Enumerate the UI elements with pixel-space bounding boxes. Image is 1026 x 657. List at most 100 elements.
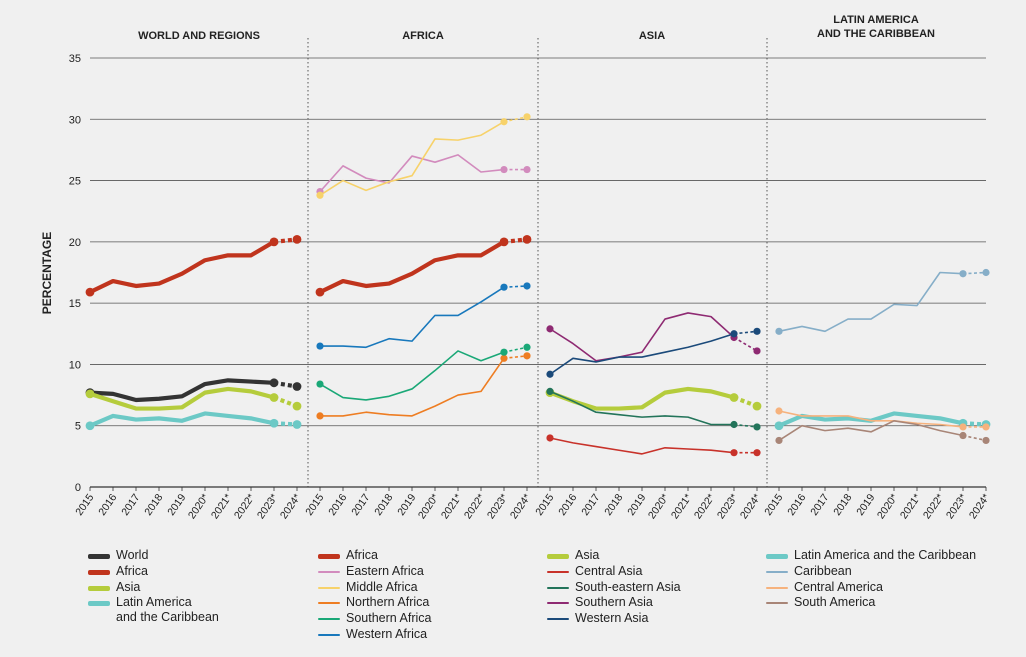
data-point (316, 191, 324, 199)
legend-label: Latin America and the Caribbean (116, 595, 219, 625)
data-point (85, 287, 95, 297)
series-line (778, 420, 964, 442)
data-point (269, 237, 279, 247)
legend-swatch (88, 569, 110, 575)
data-point (753, 327, 761, 335)
legend-swatch (318, 602, 340, 605)
legend-swatch (547, 586, 569, 589)
data-point (500, 348, 508, 356)
data-point (959, 431, 967, 440)
legend-label: Middle Africa (346, 579, 418, 594)
data-point (523, 352, 531, 360)
series-line (319, 154, 505, 193)
x-tick-label: 2018 (372, 492, 395, 518)
data-point (500, 283, 508, 291)
panel-title: AFRICA (402, 30, 444, 42)
legend-label: South America (794, 595, 876, 610)
legend-item: Central America (766, 580, 976, 596)
legend-item: Asia (88, 580, 219, 596)
data-point (292, 382, 302, 391)
legend-item: South America (766, 595, 976, 611)
projection-line (503, 346, 528, 353)
series-africa (85, 235, 302, 297)
y-tick-label: 15 (69, 298, 81, 310)
series-southern-asia (546, 312, 761, 362)
chart-series (85, 113, 991, 457)
x-tick-label: 2020* (646, 492, 672, 521)
series-line (319, 286, 505, 349)
series-western-africa (316, 282, 531, 350)
data-point (753, 423, 761, 431)
legend-item: Africa (88, 564, 219, 580)
x-tick-label: 2022* (462, 492, 488, 521)
series-northern-africa (316, 352, 531, 420)
panel-title: LATIN AMERICA AND THE CARIBBEAN (817, 14, 935, 40)
data-point (774, 421, 784, 431)
legend-swatch (547, 602, 569, 605)
series-eastern-africa (316, 154, 531, 196)
projection-line (962, 271, 987, 275)
data-point (500, 354, 508, 362)
legend-item: Latin America and the Caribbean (766, 548, 976, 564)
x-tick-label: 2021* (669, 492, 695, 521)
data-point (316, 412, 324, 420)
data-point (982, 436, 990, 445)
legend-swatch (766, 554, 788, 559)
legend-label: Africa (116, 563, 148, 578)
x-tick-label: 2023* (485, 492, 511, 521)
series-south-america (775, 420, 990, 445)
data-point (775, 436, 783, 445)
projection-line (733, 423, 758, 428)
series-asia (85, 386, 302, 411)
data-point (730, 420, 738, 429)
data-point (316, 380, 324, 388)
legend-label: Asia (116, 579, 141, 594)
x-tick-label: 2022* (921, 492, 947, 521)
x-tick-label: 2015 (73, 492, 96, 518)
data-point (316, 342, 324, 350)
legend-label: Central Asia (575, 563, 643, 578)
x-tick-label: 2020* (186, 492, 212, 521)
legend-label: Africa (346, 548, 378, 562)
y-tick-label: 0 (75, 482, 81, 494)
legend-swatch (547, 554, 569, 559)
data-point (775, 327, 783, 335)
legend-item: Eastern Africa (318, 564, 431, 580)
data-point (85, 389, 95, 399)
series-line (549, 390, 735, 426)
data-point (85, 421, 95, 431)
series-central-asia (546, 434, 761, 457)
legend-item: Latin America and the Caribbean (88, 595, 219, 626)
legend-label: Western Africa (346, 626, 428, 641)
data-point (730, 449, 738, 457)
legend-label: Caribbean (794, 563, 852, 578)
data-point (729, 393, 739, 402)
x-tick-label: 2024* (508, 492, 534, 521)
series-line (317, 239, 507, 295)
series-latin-america-and-the-caribbean (85, 411, 302, 431)
data-point (982, 268, 990, 277)
series-line (87, 239, 277, 295)
x-tick-label: 2018 (831, 492, 854, 518)
x-tick-label: 2020* (875, 492, 901, 521)
data-point (546, 434, 554, 442)
x-tick-label: 2016 (96, 492, 119, 518)
data-point (775, 407, 783, 415)
legend-item: Asia (547, 548, 681, 564)
x-tick-label: 2015 (303, 492, 326, 518)
legend-label: South-eastern Asia (575, 579, 681, 594)
legend-swatch (88, 554, 110, 559)
legend-swatch (547, 618, 569, 621)
x-tick-label: 2018 (602, 492, 625, 518)
legend-label: Asia (575, 548, 600, 562)
legend-item: Africa (318, 548, 431, 564)
projection-line (503, 116, 528, 123)
series-line (549, 312, 735, 362)
legend-label: Western Asia (575, 611, 649, 626)
data-point (523, 165, 531, 174)
legend-item: Southern Asia (547, 595, 681, 611)
legend-swatch (318, 570, 340, 573)
data-point (959, 270, 967, 278)
y-axis-label: PERCENTAGE (40, 232, 54, 314)
projection-line (503, 285, 528, 289)
